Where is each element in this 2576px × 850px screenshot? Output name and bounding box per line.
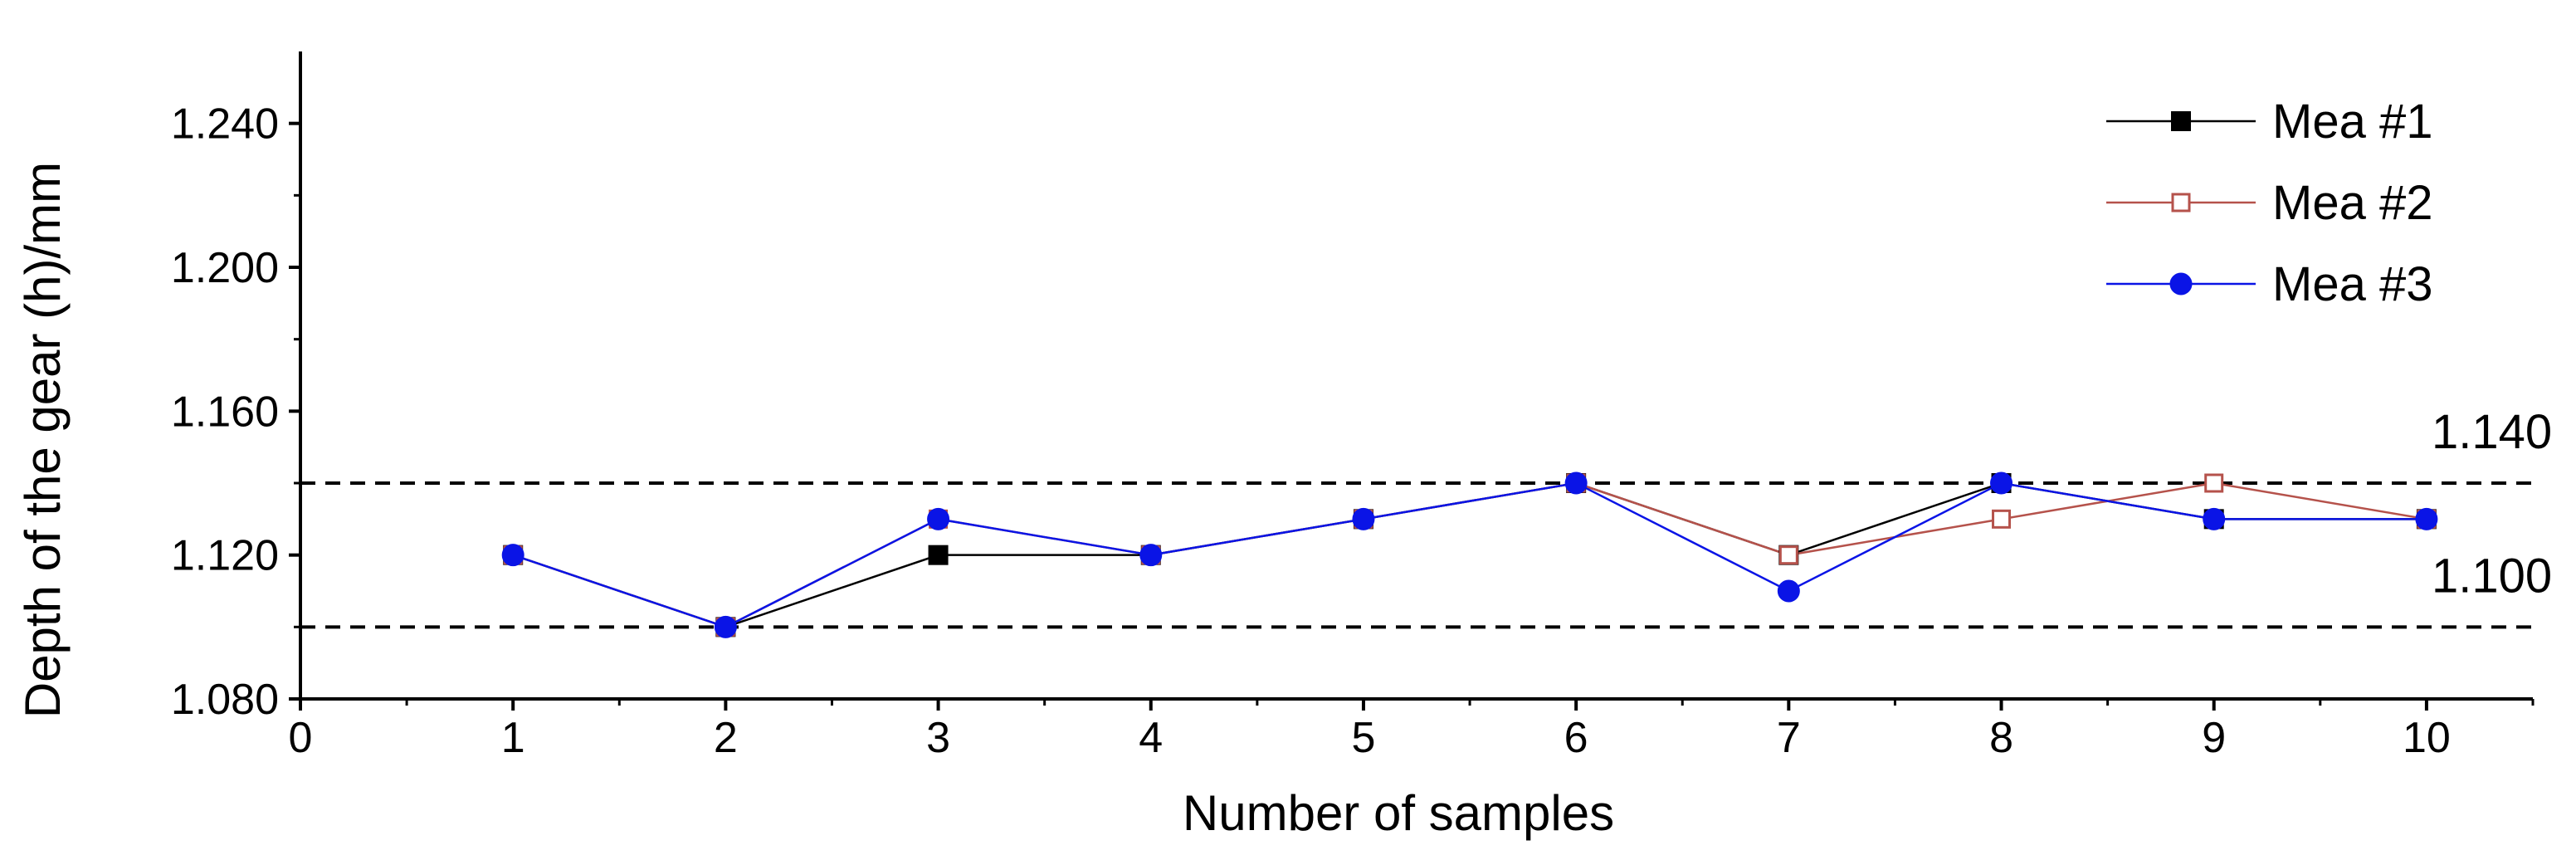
x-tick-label: 5 [1351,714,1375,762]
x-tick-label: 2 [714,714,738,762]
x-tick-label: 10 [2403,714,2451,762]
data-point-series-3 [1777,579,1800,603]
data-point-series-3 [1564,471,1588,495]
x-tick-label: 0 [289,714,313,762]
x-tick-label: 8 [1989,714,2013,762]
data-point-series-3 [2415,507,2438,530]
x-axis-title: Number of samples [1183,785,1614,841]
reference-lines: 1.140 1.100 [300,405,2552,629]
data-point-series-2 [2204,473,2224,493]
y-tick-label: 1.120 [171,532,279,580]
data-point-series-3 [2203,507,2226,530]
x-tick-label: 9 [2202,714,2226,762]
x-tick-label: 7 [1777,714,1801,762]
data-point-series-3 [1352,507,1375,530]
x-tick-label: 4 [1139,714,1163,762]
x-tick-label: 1 [501,714,525,762]
y-tick-label: 1.200 [171,244,279,292]
x-tick-label: 3 [926,714,950,762]
y-tick-label: 1.240 [171,100,279,149]
data-point-series-3 [927,507,950,530]
data-point-series-2 [1992,509,2012,529]
data-point-series-3 [714,615,737,638]
series-line-2 [512,481,2427,628]
legend-entry-3: Mea #3 [2272,257,2432,311]
legend-swatch-marker [2169,272,2193,296]
legend-entry-2: Mea #2 [2272,176,2432,230]
series-lines [512,481,2427,628]
data-point-series-2 [1778,545,1798,565]
reference-line-label: 1.100 [2432,549,2552,603]
y-axis-title: Depth of the gear (h)/mm [15,162,71,718]
data-point-series-3 [1990,471,2013,495]
axis-ticks: 1.080 1.120 1.160 1.200 1.240 0 1 2 3 4 5 6 7 8 9 10 [171,100,2535,762]
data-point-series-1 [928,545,949,565]
y-tick-label: 1.160 [171,388,279,436]
data-point-series-3 [1139,544,1163,567]
data-point-series-3 [501,544,524,567]
legend-entry-1: Mea #1 [2272,95,2432,149]
reference-line-label: 1.140 [2432,405,2552,459]
series-line-1 [512,481,2427,628]
axes [299,51,2533,701]
legend-swatch-marker [2171,111,2191,131]
series-line-3 [512,481,2427,628]
x-tick-label: 6 [1564,714,1588,762]
legend: Mea #1 Mea #2 Mea #3 [2106,95,2432,311]
series-markers [501,471,2438,638]
legend-swatch-marker [2171,193,2191,212]
y-tick-label: 1.080 [171,676,279,724]
